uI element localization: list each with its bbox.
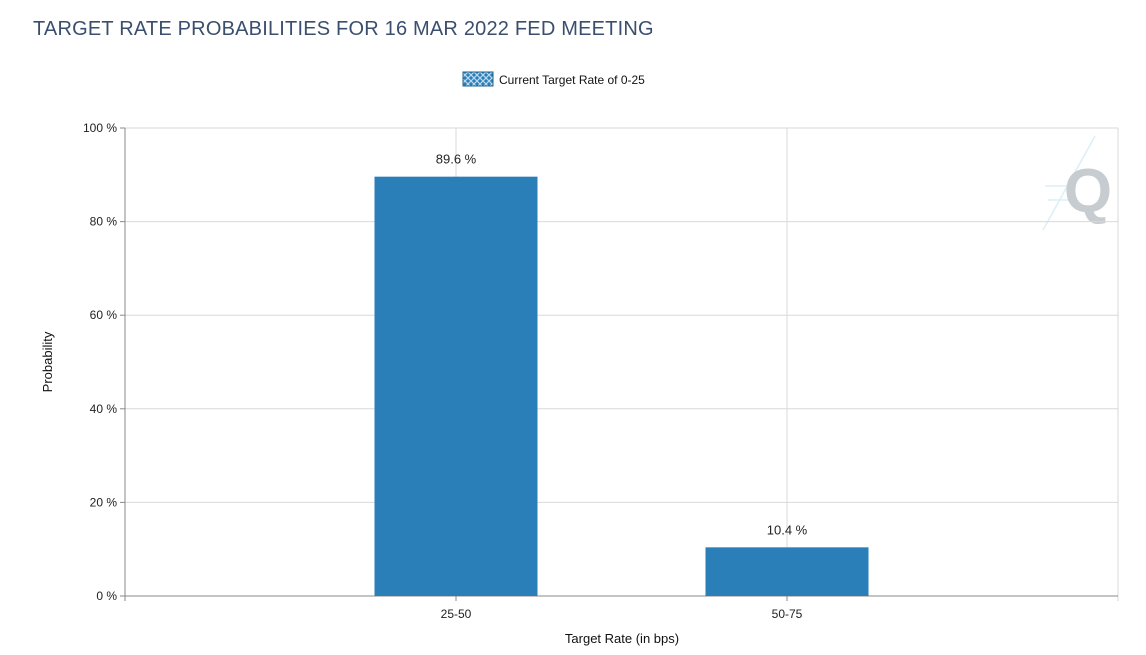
legend-swatch (462, 71, 494, 87)
x-tick-label: 50-75 (772, 607, 803, 621)
y-tick-label: 20 % (90, 495, 118, 509)
y-tick-label: 0 % (96, 589, 117, 603)
x-axis-title: Target Rate (in bps) (565, 631, 679, 646)
plot-area: 0 % 20 % 40 % 60 % 80 % 100 % 89.6 % 25-50 10.4 … (83, 121, 1119, 621)
y-tick-label: 60 % (90, 308, 118, 322)
svg-text:Q: Q (1064, 157, 1112, 226)
bar (374, 176, 538, 596)
y-tick-label: 100 % (83, 121, 117, 135)
data-label: 89.6 % (436, 152, 477, 167)
y-axis-title: Probability (40, 331, 55, 392)
watermark-logo: Q (1042, 135, 1112, 231)
bar (705, 547, 869, 596)
y-tick-label: 40 % (90, 402, 118, 416)
y-tick-label: 80 % (90, 215, 118, 229)
chart-title: TARGET RATE PROBABILITIES FOR 16 MAR 202… (33, 18, 654, 40)
x-tick-label: 25-50 (441, 607, 472, 621)
legend-label: Current Target Rate of 0-25 (499, 73, 645, 87)
data-label: 10.4 % (767, 522, 808, 537)
legend: Current Target Rate of 0-25 (462, 71, 645, 87)
